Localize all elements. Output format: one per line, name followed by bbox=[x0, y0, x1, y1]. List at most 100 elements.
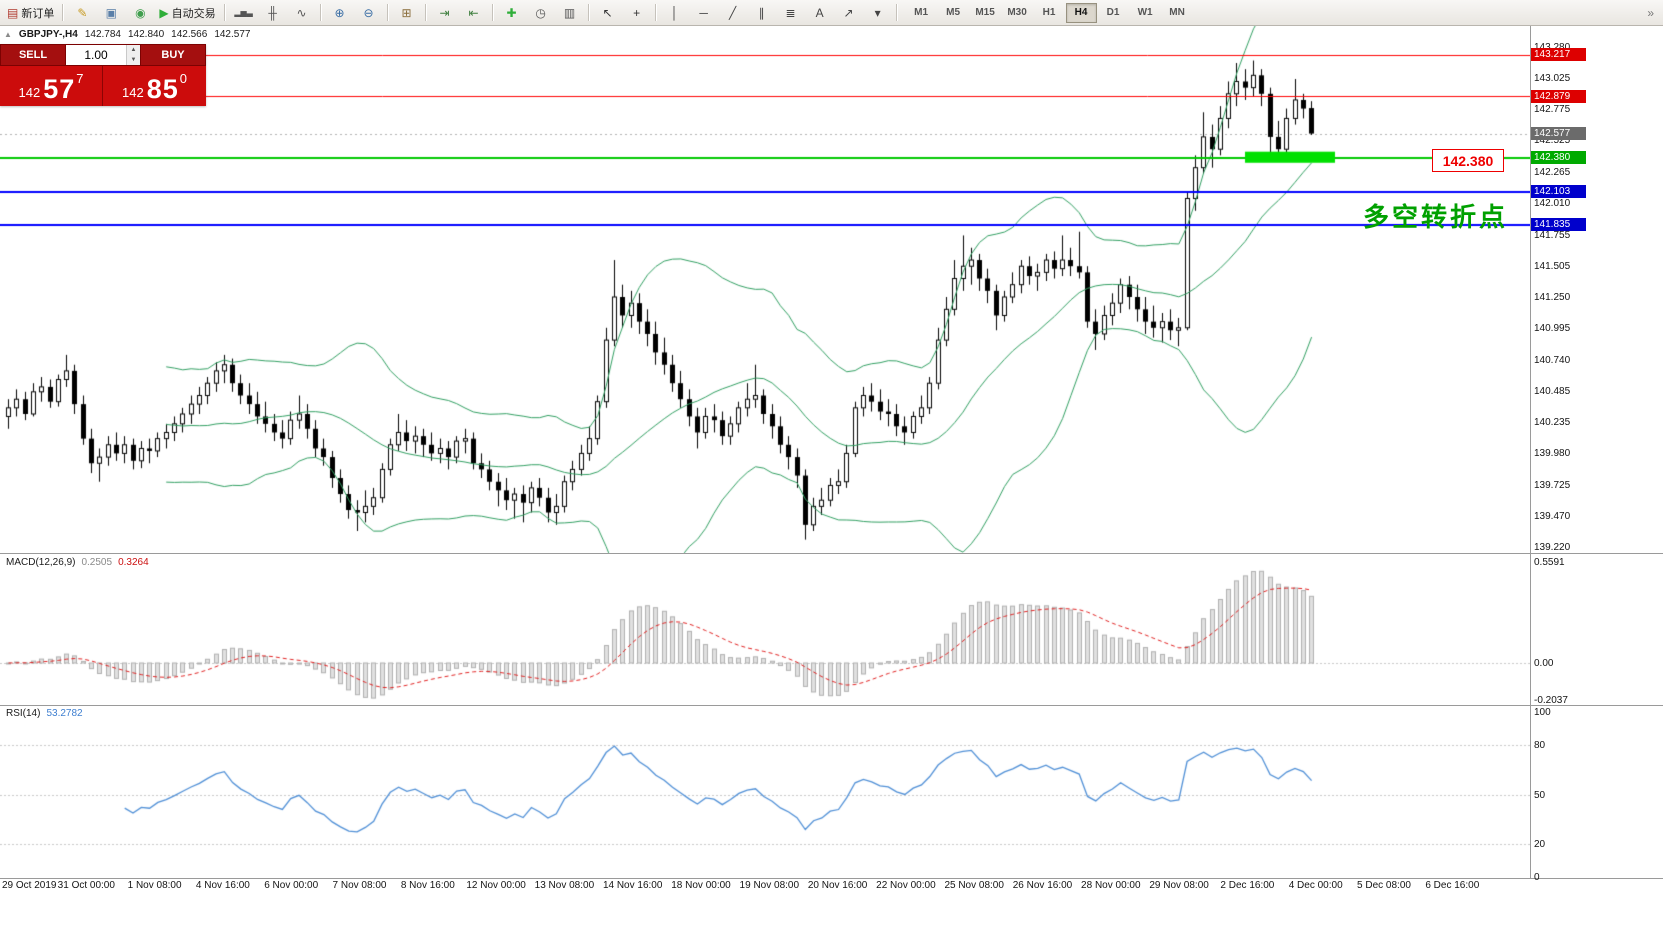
tools-dropdown-icon-glyph: ▾ bbox=[874, 5, 881, 20]
time-axis-label: 14 Nov 16:00 bbox=[602, 880, 663, 891]
candlestick-icon[interactable]: ╫ bbox=[259, 2, 287, 24]
macd-panel-separator[interactable] bbox=[0, 553, 1663, 554]
crosshair-icon-glyph: + bbox=[633, 5, 641, 20]
macd-main-value: 0.2505 bbox=[81, 557, 113, 568]
price-axis-label: 142.265 bbox=[1534, 167, 1571, 178]
cursor-icon[interactable]: ↖ bbox=[594, 2, 622, 24]
channel-icon[interactable]: ∥ bbox=[748, 2, 776, 24]
globe-icon[interactable]: ◉ bbox=[126, 2, 154, 24]
autotrading-button-label: 自动交易 bbox=[171, 7, 216, 20]
volume-up-icon[interactable]: ▲ bbox=[127, 45, 140, 55]
one-click-collapse-icon[interactable]: ▲ bbox=[4, 30, 12, 39]
price-axis-label: 139.980 bbox=[1534, 448, 1571, 460]
new-order-button[interactable]: ▤ 新订单 bbox=[3, 2, 58, 24]
autotrading-button[interactable]: ▶ 自动交易 bbox=[155, 2, 219, 24]
timeframe-d1[interactable]: D1 bbox=[1106, 7, 1120, 18]
sell-price[interactable]: 142 57 7 bbox=[0, 66, 103, 106]
sell-price-pips: 57 bbox=[43, 74, 76, 104]
timeframe-mn[interactable]: MN bbox=[1169, 7, 1185, 18]
timeframe-m15[interactable]: M15 bbox=[975, 7, 995, 18]
line-chart-icon-glyph: ∿ bbox=[296, 5, 307, 20]
price-tag-red: 143.217 bbox=[1531, 48, 1586, 62]
arrow-tool-icon[interactable]: ↗ bbox=[835, 2, 863, 24]
chart-shift-icon-glyph: ⇤ bbox=[468, 5, 479, 20]
indicators-icon-glyph: ✚ bbox=[506, 5, 517, 20]
toolbar-separator bbox=[491, 4, 494, 21]
metaeditor-icon[interactable]: ✎ bbox=[68, 2, 96, 24]
toolbar-separator bbox=[895, 4, 898, 21]
sell-price-point: 7 bbox=[76, 71, 84, 86]
main-toolbar: ▤ 新订单 ✎ ▣ ◉ ▶ 自动交易 ▂▅▃ ╫ ∿ ⊕ ⊖ ⊞ ⇥ ⇤ ✚ ◷ ▥ ↖ + │ ─ ╱ ∥ ≣ A ↗ ▾ M1 M5… bbox=[0, 0, 1663, 26]
channel-icon-glyph: ∥ bbox=[758, 5, 765, 20]
time-axis-label: 29 Oct 2019 bbox=[2, 880, 57, 891]
price-annotation-label[interactable]: 142.380 bbox=[1432, 149, 1504, 172]
fibonacci-icon[interactable]: ≣ bbox=[777, 2, 805, 24]
terminal-panel-icon[interactable]: ▣ bbox=[97, 2, 125, 24]
text-icon[interactable]: A bbox=[806, 2, 834, 24]
chart-window[interactable]: ▲ GBPJPY-,H4 142.784 142.840 142.566 142… bbox=[0, 26, 1663, 895]
time-axis-label: 2 Dec 16:00 bbox=[1220, 880, 1275, 891]
cursor-icon-glyph: ↖ bbox=[602, 5, 613, 20]
rsi-value: 53.2782 bbox=[46, 708, 83, 719]
time-axis-label: 18 Nov 00:00 bbox=[671, 880, 731, 891]
time-axis-label: 12 Nov 00:00 bbox=[466, 880, 526, 891]
chart-shift-icon[interactable]: ⇤ bbox=[460, 2, 488, 24]
price-axis-label: 139.470 bbox=[1534, 511, 1571, 523]
macd-axis-label: -0.2037 bbox=[1534, 694, 1568, 706]
ohlc-open: 142.784 bbox=[84, 29, 121, 40]
zoom-in-icon[interactable]: ⊕ bbox=[326, 2, 354, 24]
tools-dropdown-icon[interactable]: ▾ bbox=[864, 2, 892, 24]
bar-chart-icon[interactable]: ▂▅▃ bbox=[230, 2, 258, 24]
price-axis-label: 142.010 bbox=[1534, 198, 1571, 210]
auto-scroll-icon[interactable]: ⇥ bbox=[431, 2, 459, 24]
turning-point-annotation[interactable]: 多空转折点 bbox=[1362, 202, 1508, 232]
price-axis-label: 142.525 bbox=[1534, 134, 1571, 146]
price-axis-label: 142.775 bbox=[1534, 104, 1571, 116]
period-icon[interactable]: ◷ bbox=[527, 2, 555, 24]
timeframe-h1[interactable]: H1 bbox=[1042, 7, 1056, 18]
auto-scroll-icon-glyph: ⇥ bbox=[439, 5, 450, 20]
volume-down-icon[interactable]: ▼ bbox=[127, 55, 140, 65]
templates-icon-glyph: ▥ bbox=[563, 5, 576, 20]
timeframe-w1[interactable]: W1 bbox=[1137, 7, 1153, 18]
rsi-panel-separator[interactable] bbox=[0, 705, 1663, 706]
crosshair-icon[interactable]: + bbox=[623, 2, 651, 24]
new-order-button-glyph: ▤ bbox=[7, 5, 19, 20]
indicators-icon[interactable]: ✚ bbox=[498, 2, 526, 24]
sell-button[interactable]: SELL bbox=[0, 44, 66, 66]
price-axis-separator bbox=[1530, 26, 1531, 878]
horizontal-line-icon[interactable]: ─ bbox=[690, 2, 718, 24]
volume-input[interactable] bbox=[66, 45, 126, 65]
price-tag-green: 142.380 bbox=[1531, 151, 1586, 165]
trendline-icon[interactable]: ╱ bbox=[719, 2, 747, 24]
candlestick-icon-glyph: ╫ bbox=[268, 5, 277, 20]
rsi-axis-label: 80 bbox=[1534, 740, 1546, 751]
timeframe-m30[interactable]: M30 bbox=[1007, 7, 1027, 18]
line-chart-icon[interactable]: ∿ bbox=[288, 2, 316, 24]
ohlc-low: 142.566 bbox=[171, 29, 208, 40]
tile-windows-icon[interactable]: ⊞ bbox=[393, 2, 421, 24]
vertical-line-icon-glyph: │ bbox=[670, 5, 679, 20]
timeframe-m5[interactable]: M5 bbox=[946, 7, 961, 18]
time-axis-label: 5 Dec 08:00 bbox=[1357, 880, 1411, 891]
vertical-line-icon[interactable]: │ bbox=[661, 2, 689, 24]
timeframe-m1[interactable]: M1 bbox=[914, 7, 929, 18]
time-axis-label: 1 Nov 08:00 bbox=[127, 880, 182, 891]
price-axis-label: 143.280 bbox=[1534, 42, 1570, 53]
templates-icon[interactable]: ▥ bbox=[556, 2, 584, 24]
trendline-icon-glyph: ╱ bbox=[728, 5, 737, 20]
zoom-out-icon[interactable]: ⊖ bbox=[355, 2, 383, 24]
sell-price-base: 142 bbox=[18, 85, 41, 100]
time-axis-label: 26 Nov 16:00 bbox=[1012, 880, 1073, 891]
chart-canvas[interactable] bbox=[0, 26, 1530, 878]
toolbar-separator bbox=[62, 4, 65, 21]
timeframe-h4[interactable]: H4 bbox=[1065, 2, 1097, 23]
price-axis-label: 141.755 bbox=[1534, 229, 1571, 241]
buy-price[interactable]: 142 85 0 bbox=[103, 66, 206, 106]
buy-button[interactable]: BUY bbox=[140, 44, 206, 66]
horizontal-line-icon-glyph: ─ bbox=[699, 5, 708, 20]
toolbar-more-icon[interactable]: » bbox=[1647, 5, 1654, 20]
toolbar-separator bbox=[654, 4, 657, 21]
tile-windows-icon-glyph: ⊞ bbox=[401, 5, 412, 20]
time-axis[interactable]: 29 Oct 2019 31 Oct 00:00 1 Nov 08:00 4 Nov … bbox=[0, 880, 1530, 895]
